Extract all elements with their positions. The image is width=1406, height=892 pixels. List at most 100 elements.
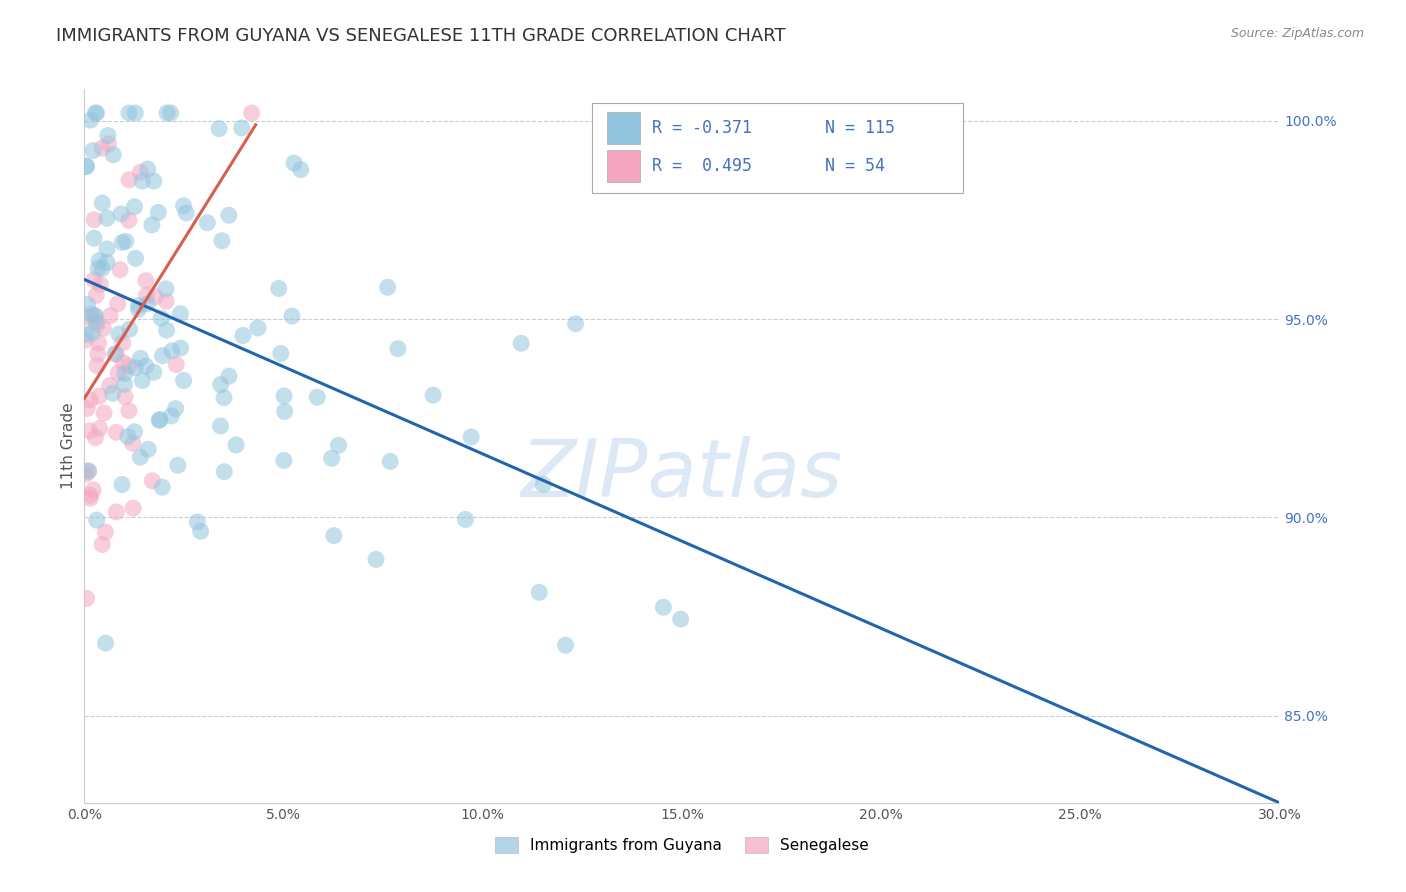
Point [87, 336, 110, 351]
Point [124, 425, 146, 439]
Point [273, 453, 295, 467]
Point [76, 401, 98, 416]
Point [124, 200, 146, 214]
Point [129, 450, 152, 464]
Point [169, 307, 191, 321]
Point [97, 128, 120, 143]
Point [86, 318, 108, 332]
Point [209, 419, 232, 434]
Point [114, 367, 136, 381]
Point [173, 199, 195, 213]
Point [460, 430, 482, 444]
Point [91, 196, 114, 211]
Point [212, 465, 235, 479]
Point [82, 326, 104, 340]
Point [564, 317, 586, 331]
Point [135, 288, 157, 302]
Point [208, 121, 231, 136]
Point [148, 205, 170, 219]
Point [155, 294, 177, 309]
Bar [606, 150, 640, 182]
Point [142, 174, 165, 188]
Point [83, 231, 105, 245]
Point [454, 512, 477, 526]
Point [79, 488, 101, 502]
Point [283, 156, 305, 170]
Point [118, 106, 141, 120]
Point [136, 162, 159, 177]
Point [127, 298, 149, 312]
Point [75, 333, 97, 347]
Point [267, 281, 290, 295]
Point [173, 374, 195, 388]
Point [84, 106, 107, 120]
Point [107, 297, 129, 311]
Point [165, 401, 187, 416]
Point [91, 537, 114, 551]
Point [232, 328, 254, 343]
Point [77, 310, 100, 325]
Point [75, 327, 97, 342]
Point [96, 211, 118, 226]
Point [225, 438, 247, 452]
Legend: Immigrants from Guyana, Senegalese: Immigrants from Guyana, Senegalese [489, 831, 875, 859]
Point [87, 347, 110, 361]
Point [98, 309, 121, 323]
Point [128, 302, 150, 317]
Point [76, 591, 98, 606]
Point [290, 162, 312, 177]
Point [114, 234, 136, 248]
Point [152, 349, 174, 363]
Point [281, 309, 304, 323]
Bar [606, 112, 640, 145]
Point [75, 160, 97, 174]
Point [136, 442, 159, 457]
Point [86, 106, 108, 120]
Point [80, 307, 103, 321]
Point [554, 638, 576, 652]
Point [148, 413, 170, 427]
Point [91, 321, 114, 335]
Point [159, 106, 181, 120]
Point [377, 280, 399, 294]
Point [380, 454, 402, 468]
Point [114, 390, 136, 404]
Point [165, 358, 187, 372]
Point [156, 106, 179, 120]
Point [82, 144, 104, 158]
Point [529, 585, 551, 599]
Point [117, 429, 139, 443]
Point [103, 148, 125, 162]
Point [79, 392, 101, 407]
Point [97, 136, 120, 151]
Point [141, 474, 163, 488]
Text: ZIPatlas: ZIPatlas [520, 435, 844, 514]
Point [209, 377, 232, 392]
Point [141, 218, 163, 232]
Point [422, 388, 444, 402]
Point [273, 389, 295, 403]
Y-axis label: 11th Grade: 11th Grade [60, 402, 76, 490]
Point [169, 341, 191, 355]
Text: Source: ZipAtlas.com: Source: ZipAtlas.com [1230, 27, 1364, 40]
Point [96, 255, 118, 269]
Point [135, 274, 157, 288]
Point [75, 159, 97, 173]
Point [166, 458, 188, 473]
Point [211, 234, 233, 248]
Point [129, 165, 152, 179]
Point [652, 600, 675, 615]
Point [531, 477, 554, 491]
Point [174, 206, 197, 220]
Point [118, 359, 141, 373]
Point [510, 336, 533, 351]
Point [669, 612, 692, 626]
Point [83, 273, 105, 287]
Point [77, 465, 100, 479]
Point [218, 369, 240, 384]
Point [86, 359, 108, 373]
Point [129, 351, 152, 366]
Point [142, 365, 165, 379]
Point [105, 425, 128, 440]
Point [79, 113, 101, 128]
